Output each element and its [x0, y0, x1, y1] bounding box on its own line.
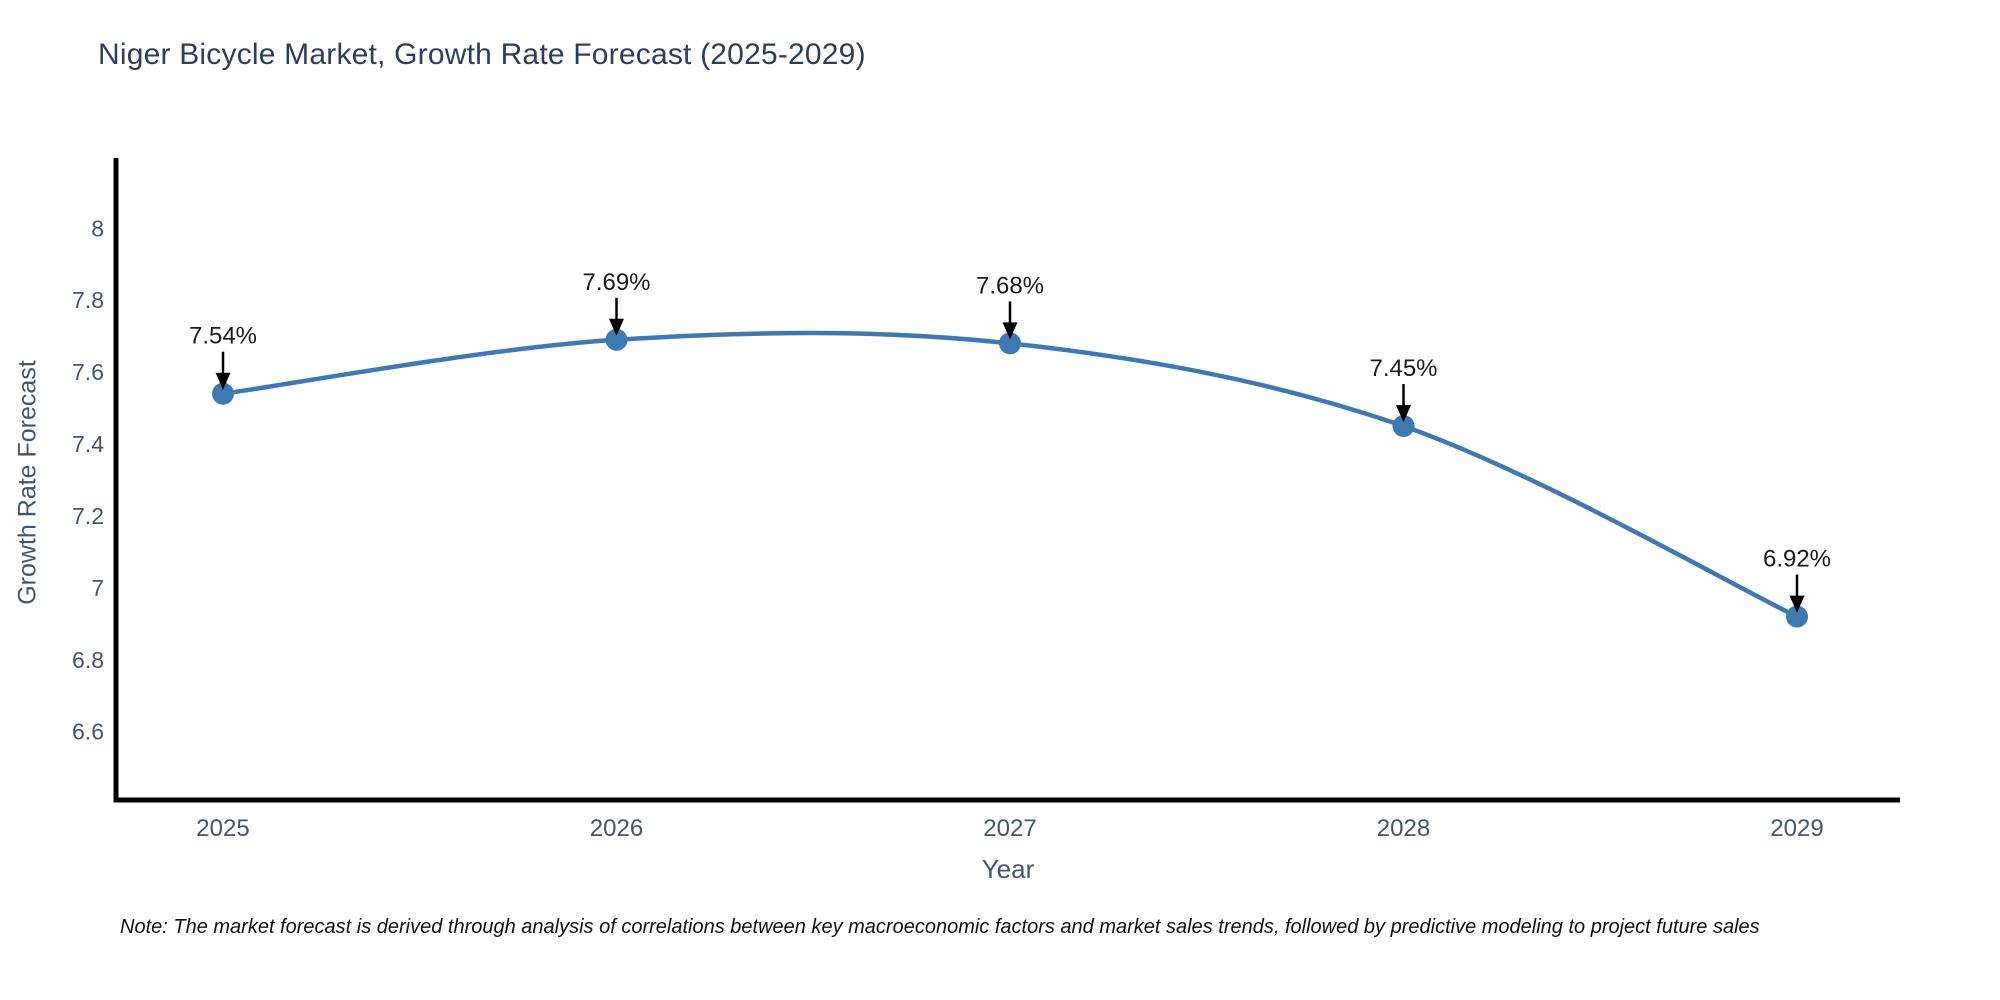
annotation-arrow-head [1789, 595, 1805, 613]
y-tick-label: 7.4 [72, 431, 104, 457]
footnote: Note: The market forecast is derived thr… [120, 916, 1760, 938]
annotation-arrow-head [1396, 405, 1411, 423]
y-tick-label: 7.6 [72, 359, 104, 385]
y-tick-label: 7.8 [72, 287, 104, 313]
x-tick-label: 2029 [1770, 815, 1823, 842]
chart-title: Niger Bicycle Market, Growth Rate Foreca… [98, 38, 866, 71]
y-tick-label: 6.6 [72, 719, 104, 745]
y-tick-label: 6.8 [72, 647, 104, 673]
annotation-arrow-head [609, 318, 624, 336]
data-point-label: 7.68% [976, 272, 1044, 299]
data-point-label: 7.45% [1369, 355, 1437, 382]
data-point-marker [1392, 415, 1415, 438]
data-point-label: 6.92% [1763, 546, 1831, 573]
data-point-marker [212, 382, 234, 405]
x-tick-label: 2027 [983, 815, 1036, 842]
x-tick-label: 2025 [196, 815, 249, 842]
x-axis-title: Year [981, 854, 1035, 884]
data-point-marker [605, 328, 628, 351]
x-tick-label: 2026 [590, 815, 643, 842]
data-point-marker [999, 332, 1021, 355]
data-point-marker [1786, 605, 1808, 628]
annotation-arrow-head [1002, 322, 1018, 340]
forecast-line [220, 330, 1800, 619]
y-tick-label: 7 [91, 575, 104, 601]
y-tick-label: 8 [91, 215, 104, 241]
data-point-label: 7.69% [582, 269, 650, 296]
y-tick-label: 7.2 [72, 503, 104, 529]
data-point-label: 7.54% [189, 323, 257, 350]
annotation-arrow-head [215, 372, 231, 390]
x-tick-label: 2028 [1377, 815, 1430, 842]
